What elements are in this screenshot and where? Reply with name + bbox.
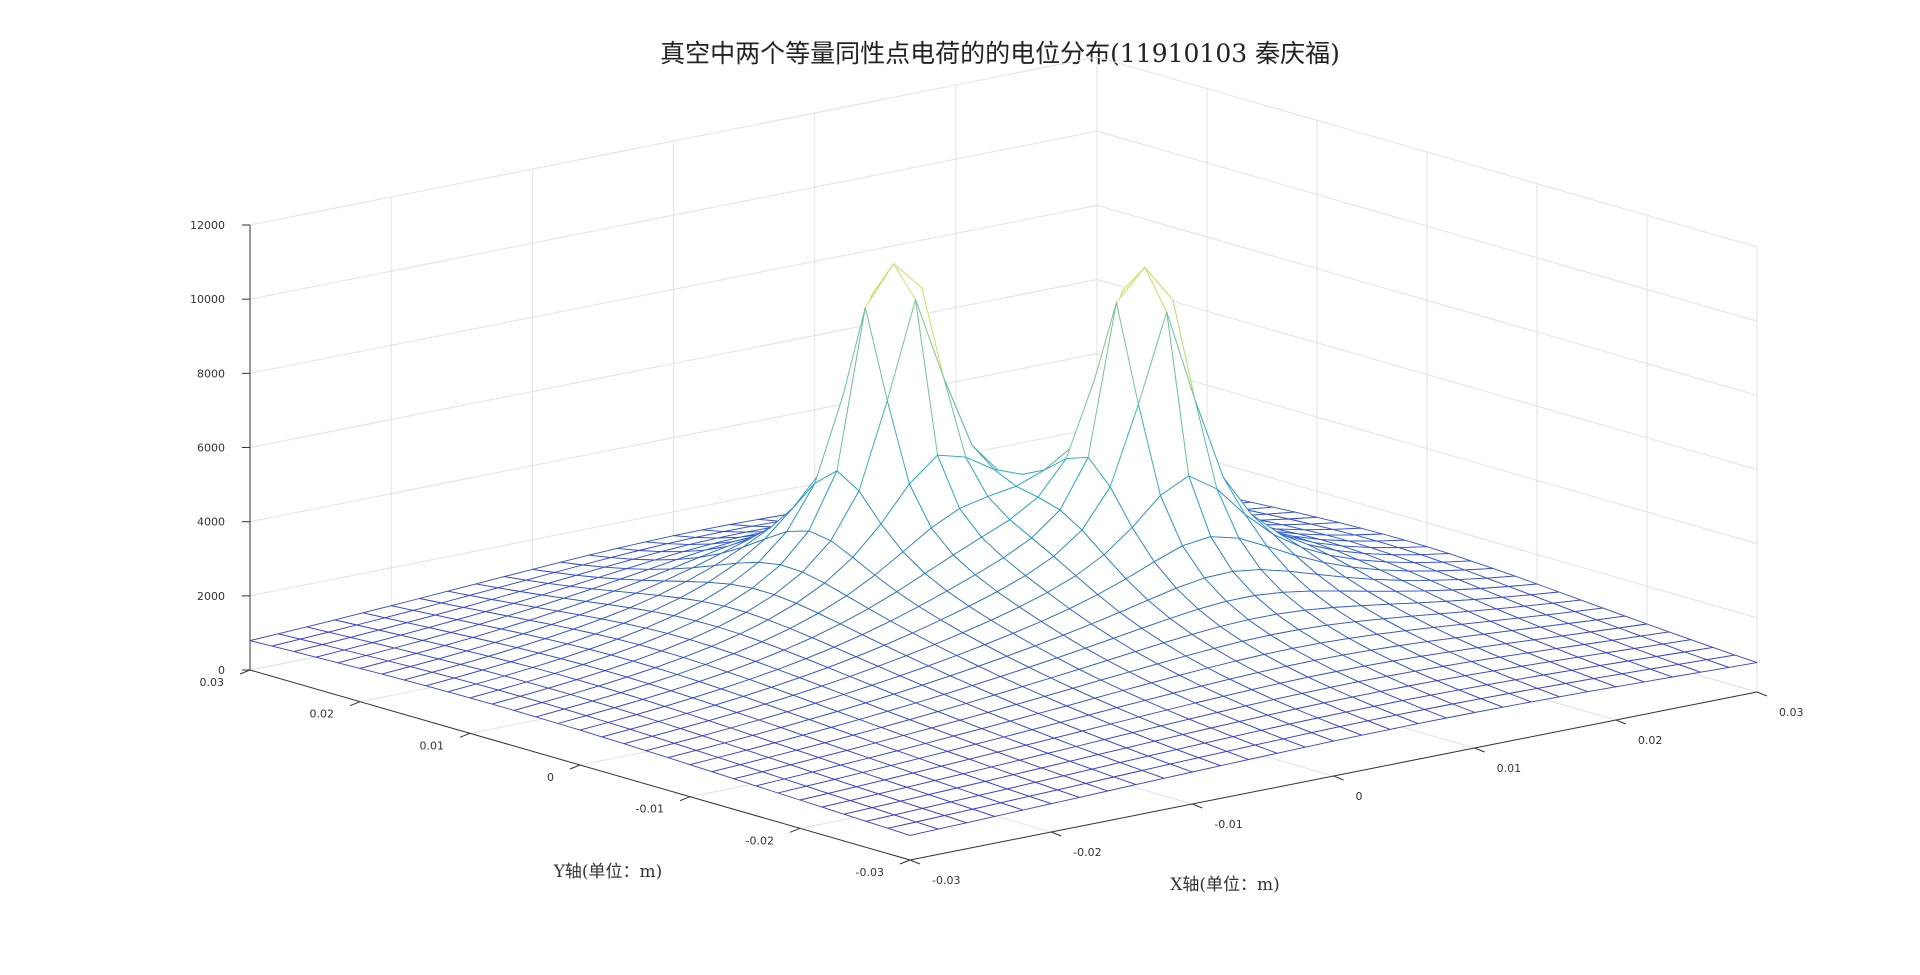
y-tick: [789, 827, 801, 833]
x-tick-label: 0.02: [1638, 734, 1663, 747]
y-tick: [239, 669, 251, 675]
y-axis-label: Y轴(单位：m): [553, 862, 663, 882]
x-tick: [1615, 719, 1627, 725]
y-tick-label: -0.01: [636, 803, 664, 816]
y-tick: [569, 764, 581, 770]
x-tick: [1333, 775, 1344, 781]
x-tick: [909, 859, 921, 865]
z-tick-label: 8000: [197, 367, 225, 380]
y-tick-label: -0.02: [746, 834, 774, 847]
x-tick: [1474, 747, 1485, 753]
x-tick-label: 0: [1356, 790, 1363, 803]
x-tick-label: 0.01: [1497, 762, 1522, 775]
x-tick: [1192, 803, 1203, 809]
tick-labels: 0 2000 4000 6000 8000 10000 12000 -0.03 -0.02 -0.…: [190, 219, 1804, 887]
z-tick-label: 10000: [190, 293, 225, 306]
y-tick-label: 0.01: [420, 739, 445, 752]
x-tick: [1050, 831, 1062, 837]
y-tick-label: 0.02: [310, 708, 335, 721]
x-axis-label: X轴(单位：m): [1170, 875, 1280, 895]
x-tick: [1756, 691, 1768, 697]
z-tick-label: 12000: [190, 219, 225, 232]
y-tick-label: -0.03: [856, 866, 884, 879]
chart-title: 真空中两个等量同性点电荷的的电位分布(11910103 秦庆福): [660, 39, 1340, 68]
y-tick-label: 0.03: [200, 676, 225, 689]
z-tick-label: 2000: [197, 590, 225, 603]
y-tick: [459, 732, 471, 738]
x-tick-label: -0.03: [932, 874, 960, 887]
y-tick-label: 0: [547, 771, 554, 784]
surface-mesh: [249, 263, 1758, 836]
mesh-cell: [887, 821, 939, 836]
z-tick-label: 0: [218, 664, 225, 677]
z-tick-label: 4000: [197, 516, 225, 529]
y-tick: [899, 859, 911, 865]
y-tick: [349, 701, 361, 707]
z-tick-label: 6000: [197, 442, 225, 455]
x-tick-label: 0.03: [1779, 706, 1804, 719]
x-tick-label: -0.01: [1214, 818, 1242, 831]
x-tick-label: -0.02: [1073, 846, 1101, 859]
y-tick: [679, 796, 691, 802]
